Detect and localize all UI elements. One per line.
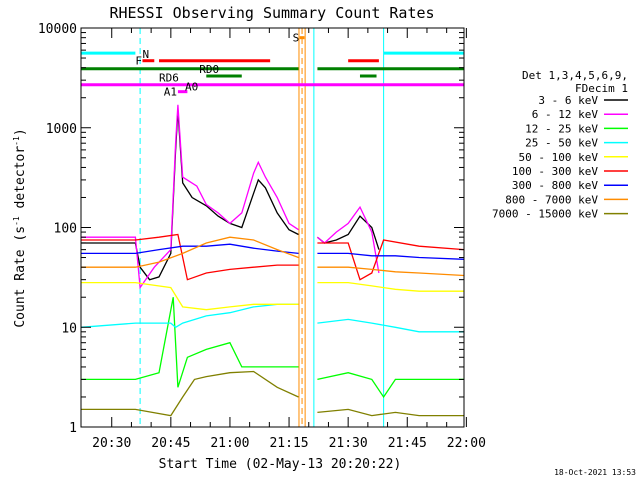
x-axis-label: Start Time (02-May-13 20:20:22) <box>159 457 402 472</box>
legend-header: FDecim 1 <box>575 82 628 95</box>
y-tick-label: 1 <box>69 421 77 436</box>
x-tick-label: 22:00 <box>447 436 486 451</box>
flag-label-1: F <box>135 55 142 68</box>
x-tick-label: 21:45 <box>388 436 427 451</box>
series-line-8 <box>81 370 464 417</box>
series-line-2 <box>81 297 464 399</box>
legend-label: 3 - 6 keV <box>538 94 598 107</box>
legend-label: 50 - 100 keV <box>519 151 599 164</box>
y-tick-label: 100 <box>54 222 77 237</box>
y-tick-label: 10 <box>61 321 77 336</box>
x-tick-label: 21:15 <box>269 436 308 451</box>
x-tick-label: 21:00 <box>210 436 249 451</box>
series-line-0 <box>81 110 380 281</box>
legend-label: 7000 - 15000 keV <box>492 208 598 221</box>
x-tick-label: 21:30 <box>329 436 368 451</box>
series-line-5 <box>81 233 465 281</box>
series-line-3 <box>80 303 464 333</box>
y-axis: 1 10 100 1000 10000 <box>38 22 464 436</box>
x-tick-label: 20:45 <box>151 436 190 451</box>
y-axis-label: Count Rate (s-1 detector-1) <box>12 128 28 327</box>
legend-label: 300 - 800 keV <box>512 179 598 192</box>
flag-label-6: A0 <box>185 80 198 93</box>
x-tick-label: 20:30 <box>92 436 131 451</box>
flag-label-5: A1 <box>164 86 177 99</box>
y-tick-label: 1000 <box>46 122 77 137</box>
legend-label: 6 - 12 keV <box>532 108 599 121</box>
series-line-1 <box>81 104 380 290</box>
x-axis: 20:30 20:45 21:00 21:15 21:30 21:45 22:00 <box>92 28 486 451</box>
y-tick-label: 10000 <box>38 22 77 37</box>
flag-label-3: RD0 <box>199 63 219 76</box>
flag-bars: NF S RD0 RD6 A1 A0 <box>81 32 464 99</box>
footer-timestamp: 18-Oct-2021 13:53 <box>554 468 636 477</box>
series-line-7 <box>81 236 465 277</box>
legend-label: 25 - 50 keV <box>525 137 598 150</box>
legend-label: 12 - 25 keV <box>525 122 598 135</box>
chart-title: RHESSI Observing Summary Count Rates <box>109 4 434 22</box>
series-lines <box>80 104 465 417</box>
flag-label-2: S <box>293 32 300 45</box>
flag-label-0: N <box>142 48 149 61</box>
flag-label-4: RD6 <box>159 71 179 84</box>
legend-header: Det 1,3,4,5,6,9, <box>522 69 628 82</box>
series-line-6 <box>81 243 465 260</box>
legend-label: 800 - 7000 keV <box>505 193 598 206</box>
legend-label: 100 - 300 keV <box>512 165 598 178</box>
series-line-4 <box>81 281 464 311</box>
